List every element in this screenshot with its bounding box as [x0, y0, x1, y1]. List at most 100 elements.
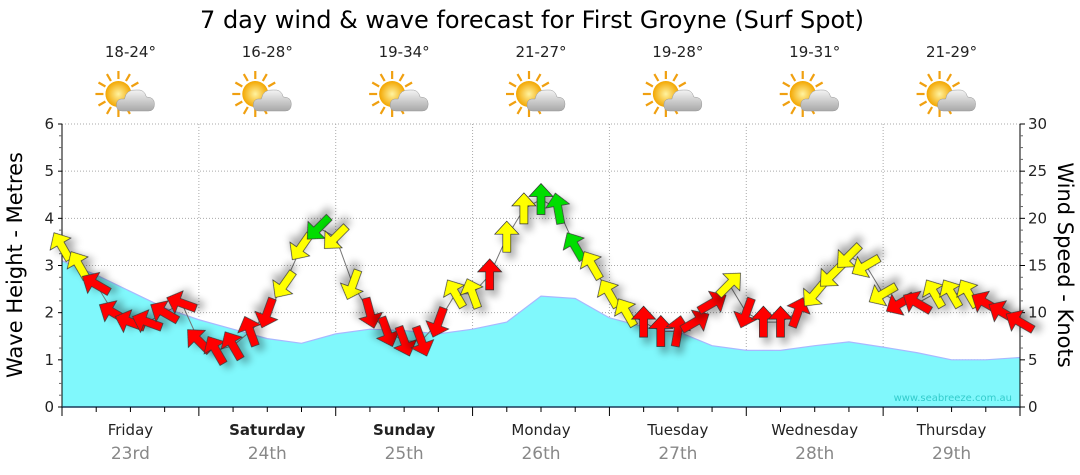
wind-arrow: [696, 290, 727, 315]
wind-arrow: [494, 220, 520, 253]
day-date: 26th: [521, 444, 560, 464]
sun-ray: [234, 100, 243, 107]
partly-cloudy-icon: [506, 71, 566, 117]
wind-arrow: [851, 254, 882, 278]
sun-ray: [105, 106, 112, 115]
sun-ray: [516, 73, 523, 82]
day-name: Sunday: [373, 421, 436, 439]
wind-arrow: [528, 182, 554, 215]
wind-arrow: [392, 325, 418, 357]
sun-ray: [541, 81, 550, 88]
temperature-range: 21-29°: [926, 43, 977, 61]
wind-arrow: [425, 306, 450, 338]
wind-arrow: [459, 278, 484, 310]
sun-ray: [790, 73, 797, 82]
wind-arrow: [306, 213, 333, 240]
y2-tick-label: 0: [1028, 398, 1038, 416]
sun-ray: [516, 106, 523, 115]
y-tick-label: 0: [44, 398, 54, 416]
wind-arrow: [545, 192, 571, 225]
day-date: 24th: [248, 444, 287, 464]
chart-title: 7 day wind & wave forecast for First Gro…: [200, 6, 864, 34]
temperature-range: 19-28°: [652, 43, 703, 61]
cloud-icon: [526, 89, 566, 112]
partly-cloudy-icon: [95, 71, 155, 117]
wind-arrow: [868, 282, 899, 307]
watermark: www.seabreeze.com.au: [894, 393, 1012, 404]
wind-arrow: [339, 268, 364, 300]
sun-ray: [404, 81, 413, 88]
cloud-icon: [253, 89, 292, 112]
partly-cloudy-icon: [642, 71, 703, 117]
y2-tick-label: 15: [1028, 257, 1047, 275]
day-date: 23rd: [111, 444, 150, 464]
sun-ray: [398, 73, 405, 82]
sun-ray: [782, 81, 791, 88]
temperature-range: 16-28°: [242, 43, 293, 61]
sun-ray: [927, 73, 934, 82]
day-name: Saturday: [229, 421, 306, 439]
partly-cloudy-icon: [779, 71, 839, 117]
day-date: 27th: [658, 444, 697, 464]
y-axis-label: Wave Height - Metres: [3, 152, 27, 378]
y2-tick-label: 20: [1028, 209, 1047, 227]
partly-cloudy-icon: [916, 71, 976, 117]
wind-arrow: [648, 314, 674, 347]
day-name: Tuesday: [646, 421, 708, 439]
sun-ray: [653, 106, 660, 115]
temperature-range: 18-24°: [105, 43, 156, 61]
wind-arrow: [410, 325, 435, 357]
wind-arrow: [614, 298, 638, 329]
sun-ray: [790, 106, 797, 115]
wave-height-area: [62, 260, 1020, 407]
cloud-icon: [800, 89, 839, 112]
sun-ray: [379, 106, 386, 115]
day-name: Monday: [511, 421, 570, 439]
sun-ray: [535, 73, 542, 82]
wind-arrow: [903, 290, 933, 315]
day-name: Wednesday: [771, 421, 858, 439]
sun-ray: [815, 81, 824, 88]
wind-arrow: [272, 269, 297, 298]
sun-ray: [782, 100, 791, 107]
cloud-icon: [116, 89, 155, 112]
wind-arrow: [131, 309, 164, 334]
sun-ray: [234, 81, 243, 88]
sun-ray: [946, 73, 953, 82]
y2-tick-label: 10: [1028, 304, 1047, 322]
temperature-range: 21-27°: [515, 43, 566, 61]
sun-ray: [927, 106, 934, 115]
y-tick-label: 2: [44, 304, 54, 322]
sun-ray: [242, 73, 249, 82]
sun-ray: [97, 81, 106, 88]
sun-ray: [952, 81, 961, 88]
wind-arrow: [630, 305, 657, 338]
sun-ray: [645, 81, 654, 88]
sun-ray: [371, 100, 380, 107]
sun-ray: [130, 81, 139, 88]
wind-arrow: [358, 296, 383, 329]
day-date: 28th: [795, 444, 834, 464]
sun-ray: [653, 73, 660, 82]
sun-ray: [508, 100, 517, 107]
wind-arrow: [715, 272, 741, 299]
wind-arrow: [324, 223, 350, 249]
sun-ray: [261, 73, 268, 82]
y2-axis-label: Wind Speed - Knots: [1053, 162, 1077, 367]
wind-arrow: [579, 251, 604, 281]
y-tick-label: 1: [44, 351, 54, 369]
y-tick-label: 5: [44, 162, 54, 180]
y2-tick-label: 25: [1028, 162, 1047, 180]
wind-arrow: [81, 271, 112, 296]
cloud-icon: [663, 89, 703, 112]
cloud-icon: [937, 89, 976, 112]
sun-ray: [809, 73, 816, 82]
y-tick-label: 3: [44, 257, 54, 275]
y2-tick-label: 5: [1028, 351, 1038, 369]
day-name: Friday: [108, 421, 154, 439]
wind-arrow: [166, 290, 198, 315]
temperature-range: 19-34°: [379, 43, 430, 61]
day-name: Thursday: [916, 421, 987, 439]
